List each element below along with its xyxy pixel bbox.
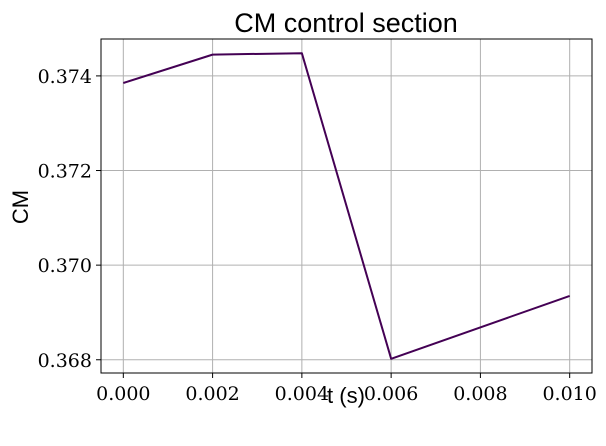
y-tick-label: 0.372 <box>38 161 92 183</box>
x-axis-label: t (s) <box>327 383 365 408</box>
x-tick-label: 0.004 <box>275 383 329 405</box>
y-axis-label: CM <box>8 190 33 224</box>
x-tick-label: 0.008 <box>453 383 507 405</box>
ticks: 0.000 0.002 0.004 0.006 0.008 0.010 0.368 0.370… <box>38 66 597 405</box>
x-tick-label: 0.010 <box>542 383 596 405</box>
plot-frame <box>100 38 593 374</box>
x-tick-label: 0.002 <box>185 383 239 405</box>
series-layer <box>123 52 571 360</box>
x-tick-label: 0.000 <box>96 383 150 405</box>
y-tick-label: 0.374 <box>38 66 92 88</box>
chart-title: CM control section <box>234 8 458 38</box>
y-tick-label: 0.368 <box>38 350 92 372</box>
grid <box>101 39 592 373</box>
series-line <box>123 52 571 360</box>
x-tick-label: 0.006 <box>364 383 418 405</box>
y-tick-label: 0.370 <box>38 255 92 277</box>
